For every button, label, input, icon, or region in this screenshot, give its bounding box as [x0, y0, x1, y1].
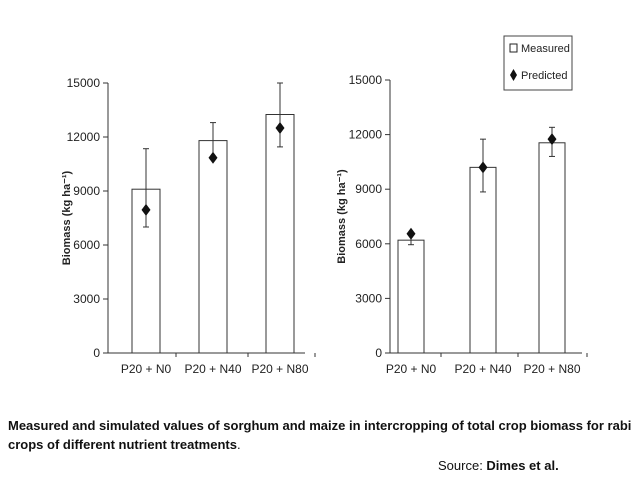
chart1-x-tick-label: P20 + N40: [184, 362, 241, 376]
chart1-y-axis-label: Biomass (kg ha⁻¹): [61, 170, 73, 265]
chart1-y-tick-label: 6000: [73, 238, 100, 252]
chart1-bar-measured: [265, 114, 295, 354]
chart2-y-tick-label: 12000: [349, 128, 383, 142]
chart1-x-tick-label: P20 + N0: [121, 362, 172, 376]
chart2-y-tick-label: 9000: [355, 182, 382, 196]
chart2-bar-measured: [397, 239, 425, 354]
chart2-x-tick-label: P20 + N0: [386, 362, 437, 376]
chart2-legend-swatch-measured: [509, 43, 518, 53]
caption-period: .: [236, 437, 241, 452]
chart1-x-tick-label: P20 + N80: [251, 362, 308, 376]
chart2-point-predicted: [478, 161, 488, 174]
source-citation: Source: Dimes et al.: [438, 458, 559, 473]
chart1-y-tick-label: 15000: [67, 76, 101, 90]
chart1-y-tick-label: 0: [93, 346, 100, 360]
chart1-y-tick-label: 9000: [73, 184, 100, 198]
chart2-point-predicted: [547, 133, 557, 146]
chart1-bar-measured: [198, 140, 228, 354]
chart1-y-tick-label: 3000: [73, 292, 100, 306]
source-prefix: Source:: [438, 458, 487, 473]
chart1-point-predicted: [208, 151, 218, 164]
chart2-y-tick-label: 6000: [355, 237, 382, 251]
chart2-y-tick-label: 15000: [349, 73, 383, 87]
chart1-point-predicted: [141, 203, 151, 216]
chart2-y-axis-label: Biomass (kg ha⁻¹): [336, 169, 348, 264]
caption-text: Measured and simulated values of sorghum…: [8, 418, 632, 452]
figure-caption: Measured and simulated values of sorghum…: [8, 416, 632, 454]
chart2-y-tick-label: 3000: [355, 291, 382, 305]
chart2-legend-swatch-predicted: [510, 69, 517, 81]
chart2-y-tick-label: 0: [375, 346, 382, 360]
charts-figure: 0 3000 6000 9000 12000 15000 Biomass (kg ha⁻¹)…: [61, 35, 588, 376]
chart2-legend-label-predicted: Predicted: [521, 70, 567, 82]
chart2-legend-label-measured: Measured: [521, 43, 570, 55]
chart1-point-predicted: [275, 122, 285, 134]
chart2-point-predicted: [406, 227, 416, 240]
chart2-bar-measured: [538, 142, 566, 354]
chart1-y-tick-label: 12000: [67, 130, 101, 144]
chart2-x-tick-label: P20 + N80: [523, 362, 580, 376]
chart2-x-tick-label: P20 + N40: [454, 362, 511, 376]
source-author: Dimes et al.: [486, 458, 559, 473]
chart2-bar-measured: [469, 166, 497, 354]
